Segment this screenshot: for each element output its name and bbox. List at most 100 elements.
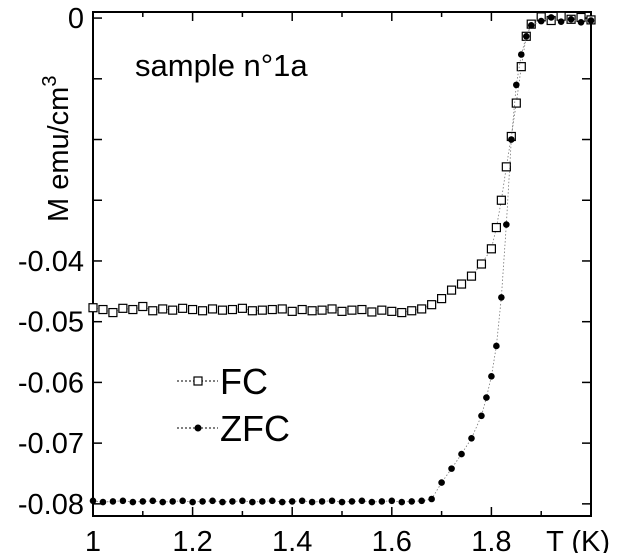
data-point (398, 498, 406, 506)
data-point (178, 303, 188, 313)
series-line (92, 17, 592, 503)
x-tick-label: 1.6 (372, 526, 412, 553)
y-axis-label-superscript: 3 (39, 76, 61, 87)
x-tick-label: 1.8 (471, 526, 511, 553)
data-point (227, 304, 238, 315)
data-point (468, 434, 475, 442)
data-point (317, 305, 327, 315)
data-point (493, 342, 500, 350)
data-point (298, 497, 306, 505)
sample-annotation: sample n°1a (135, 48, 308, 83)
data-point (508, 136, 515, 143)
data-point (229, 498, 236, 505)
legend: FC ZFC (177, 361, 290, 449)
data-point (209, 497, 216, 505)
data-point (267, 304, 277, 315)
data-point (179, 497, 186, 505)
data-point (148, 306, 158, 316)
data-point (367, 307, 377, 317)
data-point (158, 304, 168, 314)
data-point (407, 306, 417, 316)
data-point (458, 450, 465, 458)
data-point (547, 14, 555, 21)
data-point (466, 271, 477, 281)
x-tick-label: 1.2 (172, 526, 212, 553)
data-point (197, 306, 208, 316)
data-point (491, 222, 501, 233)
data-point (378, 498, 386, 505)
data-point (357, 304, 367, 315)
data-point (207, 304, 218, 314)
data-point (109, 498, 117, 505)
data-point (448, 465, 455, 472)
data-point (438, 479, 445, 486)
data-point (98, 304, 108, 315)
legend-label-zfc: ZFC (220, 408, 290, 449)
y-tick-label: -0.05 (18, 307, 84, 339)
data-point (88, 303, 98, 313)
data-point (287, 306, 297, 316)
data-point (219, 498, 226, 506)
data-point (483, 394, 490, 401)
x-axis-label: T (K) (546, 526, 610, 553)
data-point (199, 498, 206, 505)
data-point (476, 259, 487, 269)
data-point (169, 498, 176, 505)
data-point (89, 497, 97, 505)
data-point (478, 412, 485, 420)
legend-label-fc: FC (220, 361, 268, 402)
series-zfc (89, 14, 595, 506)
data-point (119, 497, 127, 505)
data-point (168, 305, 178, 315)
data-point (387, 306, 397, 316)
data-point (108, 307, 118, 318)
data-point (437, 294, 447, 304)
data-point (327, 304, 337, 314)
data-point (159, 498, 167, 506)
data-point (488, 373, 495, 380)
data-point (517, 51, 525, 58)
data-point (118, 303, 128, 313)
data-point (513, 81, 520, 89)
data-point (337, 306, 347, 316)
data-point (397, 307, 407, 318)
data-point (418, 497, 425, 505)
data-point (527, 22, 535, 29)
data-point (247, 306, 257, 316)
x-tick-label: 1.4 (272, 526, 312, 553)
data-point (417, 304, 427, 314)
data-point (328, 497, 336, 505)
data-point (577, 19, 585, 26)
data-point (348, 498, 356, 505)
data-point (503, 221, 510, 228)
data-point (557, 18, 565, 26)
y-tick-label: 0 (68, 3, 84, 35)
data-point (408, 498, 416, 505)
data-point (277, 304, 287, 314)
data-point (368, 498, 376, 506)
data-point (496, 195, 506, 205)
data-point (318, 498, 326, 505)
data-point (338, 498, 346, 506)
y-tick-label: -0.08 (18, 489, 84, 521)
data-point (99, 498, 107, 506)
data-point (188, 304, 198, 315)
data-point (388, 497, 396, 505)
data-point (259, 498, 266, 505)
data-point (149, 497, 157, 505)
data-point (347, 305, 357, 315)
data-point (307, 306, 317, 316)
data-point (297, 304, 307, 315)
y-tick-label: -0.07 (18, 428, 84, 460)
data-point (486, 244, 496, 254)
data-point (139, 498, 147, 505)
data-point (456, 279, 467, 289)
data-point (377, 305, 387, 315)
series-layer (88, 11, 596, 506)
data-point (239, 497, 246, 505)
data-point (257, 305, 267, 315)
data-point (129, 498, 137, 506)
data-point (268, 497, 276, 505)
data-point (358, 497, 366, 505)
data-point (516, 62, 526, 72)
